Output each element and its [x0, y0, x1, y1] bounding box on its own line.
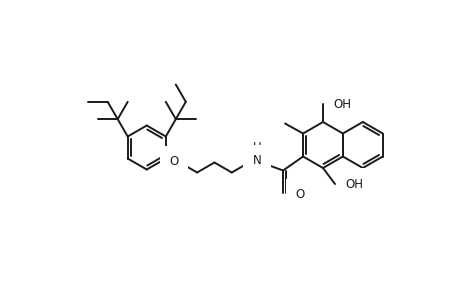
Text: O: O [169, 155, 178, 168]
Text: N: N [252, 154, 261, 167]
Text: O: O [294, 188, 304, 201]
Text: OH: OH [332, 98, 350, 110]
Text: OH: OH [344, 178, 362, 190]
Text: H: H [252, 140, 261, 154]
